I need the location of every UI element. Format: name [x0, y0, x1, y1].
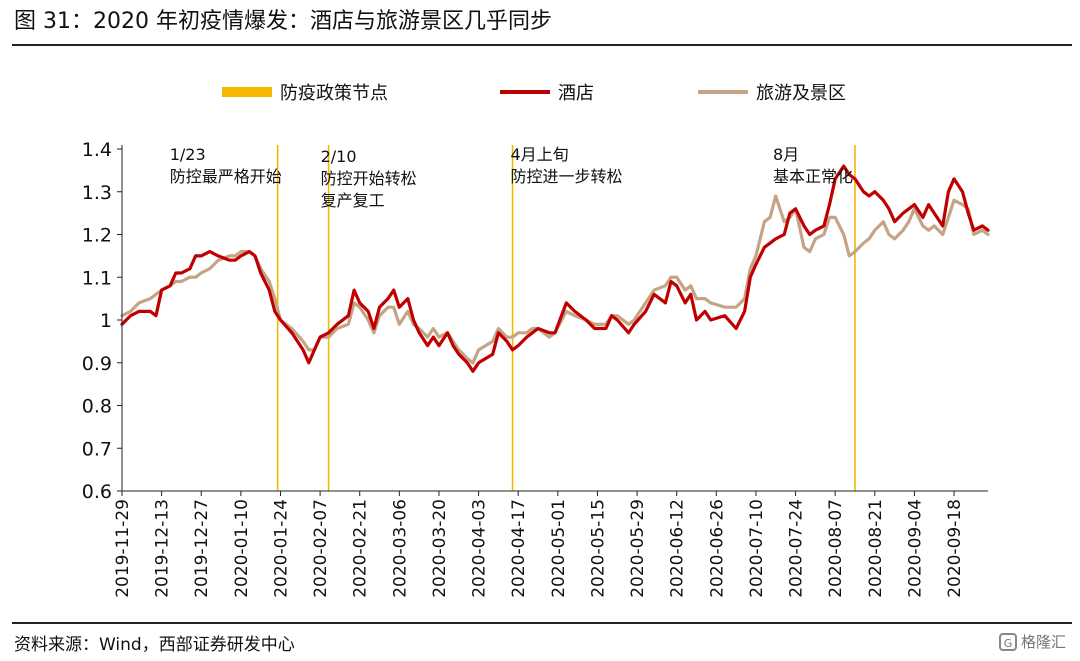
x-tick-label: 2020-03-20	[430, 499, 450, 598]
x-tick-label: 2020-09-18	[945, 499, 965, 598]
y-tick-label: 1.4	[82, 139, 112, 161]
figure-title: 图 31：2020 年初疫情爆发：酒店与旅游景区几乎同步	[14, 9, 552, 34]
axes	[121, 145, 988, 492]
legend-label-1: 酒店	[558, 83, 594, 104]
x-axis-ticks: 2019-11-29 2019-12-13 2019-12-27 2020-01-10…	[113, 491, 965, 598]
annotation-text: 4月上旬	[511, 145, 569, 164]
annotation-text: 防控开始转松	[321, 169, 417, 188]
y-tick-label: 1.3	[82, 182, 112, 204]
legend-label-0: 防疫政策节点	[280, 83, 388, 104]
x-tick-label: 2020-07-24	[787, 499, 807, 598]
x-tick-label: 2020-03-06	[390, 499, 410, 598]
annotation-text: 1/23	[170, 145, 206, 164]
y-tick-label: 1.1	[82, 267, 112, 289]
series-lines	[120, 164, 990, 373]
x-tick-label: 2020-01-10	[232, 499, 252, 598]
x-tick-label: 2019-12-13	[153, 499, 173, 598]
y-tick-label: 0.9	[82, 353, 112, 375]
x-tick-label: 2019-12-27	[192, 499, 212, 598]
x-tick-label: 2020-06-12	[668, 499, 688, 598]
series-line-hotel	[120, 164, 990, 373]
x-tick-label: 2020-08-21	[866, 499, 886, 598]
x-tick-label: 2020-09-04	[905, 499, 925, 598]
y-tick-label: 1.2	[82, 225, 112, 247]
x-tick-label: 2020-05-01	[549, 499, 569, 598]
annotation-text: 复产复工	[321, 191, 385, 210]
watermark: G 格隆汇	[998, 631, 1066, 652]
x-tick-label: 2020-06-26	[707, 499, 727, 598]
annotation-text: 防控进一步转松	[511, 167, 623, 186]
x-tick-label: 2020-02-21	[351, 499, 371, 598]
x-tick-label: 2020-01-24	[272, 499, 292, 598]
y-axis-ticks: 1.4 1.3 1.2 1.1 1 0.9 0.8 0.7 0.6	[82, 139, 122, 503]
annotation-text: 防控最严格开始	[170, 167, 282, 186]
annotation-text: 8月	[773, 145, 799, 164]
x-tick-label: 2020-04-17	[509, 499, 529, 598]
legend-label-2: 旅游及景区	[756, 83, 846, 104]
bottom-divider	[12, 622, 1072, 624]
source-note: 资料来源：Wind，西部证券研发中心	[14, 635, 295, 655]
x-tick-label: 2020-07-10	[747, 499, 767, 598]
y-tick-label: 0.7	[82, 438, 112, 460]
x-tick-label: 2020-05-15	[589, 499, 609, 598]
top-divider	[12, 44, 1072, 46]
series-line-tourism	[120, 194, 990, 365]
annotation-text: 2/10	[321, 147, 357, 166]
x-tick-label: 2020-05-29	[628, 499, 648, 598]
y-tick-label: 0.6	[82, 481, 112, 503]
watermark-logo-icon: G	[998, 632, 1017, 651]
legend: 防疫政策节点 酒店 旅游及景区	[222, 83, 846, 104]
annotation-text: 基本正常化	[773, 167, 853, 186]
x-tick-label: 2019-11-29	[113, 499, 133, 598]
y-tick-label: 1	[100, 310, 112, 332]
x-tick-label: 2020-08-07	[826, 499, 846, 598]
legend-swatch-policy	[222, 87, 272, 97]
x-tick-label: 2020-04-03	[470, 499, 490, 598]
watermark-text: 格隆汇	[1020, 633, 1066, 651]
y-tick-label: 0.8	[82, 396, 112, 418]
x-tick-label: 2020-02-07	[311, 499, 331, 598]
